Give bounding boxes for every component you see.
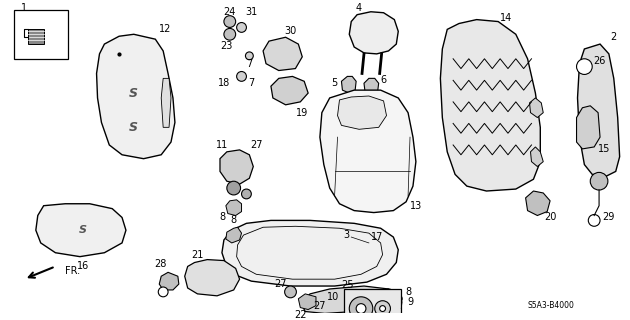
Text: 30: 30 (284, 26, 297, 36)
FancyBboxPatch shape (14, 10, 68, 59)
Polygon shape (301, 286, 393, 314)
Polygon shape (364, 78, 379, 94)
Text: 27: 27 (314, 300, 326, 311)
Text: 28: 28 (154, 260, 166, 269)
Text: 22: 22 (294, 310, 307, 320)
Text: 4: 4 (356, 3, 362, 13)
Text: 21: 21 (192, 250, 203, 260)
Text: 31: 31 (245, 7, 258, 17)
Text: S: S (79, 225, 87, 235)
Text: 20: 20 (544, 212, 556, 222)
Polygon shape (440, 20, 541, 191)
Text: 19: 19 (296, 108, 309, 118)
Polygon shape (226, 227, 241, 243)
Text: 7: 7 (248, 78, 255, 88)
Polygon shape (159, 272, 179, 290)
Text: 5: 5 (331, 78, 338, 88)
Polygon shape (185, 260, 239, 296)
Circle shape (241, 189, 251, 199)
Text: 23: 23 (220, 41, 233, 51)
Circle shape (349, 297, 373, 320)
Text: 15: 15 (598, 144, 610, 154)
Text: S: S (129, 86, 138, 100)
Circle shape (394, 295, 402, 303)
Polygon shape (530, 98, 543, 117)
Text: 8: 8 (405, 287, 411, 297)
Polygon shape (320, 90, 416, 212)
Text: 2: 2 (610, 32, 617, 42)
Text: 8: 8 (231, 215, 237, 225)
Text: FR.: FR. (66, 266, 81, 276)
Circle shape (227, 181, 241, 195)
Polygon shape (36, 204, 126, 257)
Circle shape (588, 214, 600, 226)
Text: 7: 7 (246, 59, 253, 69)
Text: 8: 8 (219, 212, 225, 222)
Text: 18: 18 (218, 78, 230, 88)
Circle shape (237, 71, 246, 81)
Polygon shape (338, 96, 387, 129)
Circle shape (380, 306, 386, 311)
Circle shape (576, 59, 592, 75)
Circle shape (158, 287, 168, 297)
Text: 11: 11 (216, 140, 228, 150)
Text: S5A3-B4000: S5A3-B4000 (528, 301, 575, 310)
Text: 1: 1 (21, 3, 27, 13)
Circle shape (285, 286, 296, 298)
Text: 12: 12 (159, 24, 171, 34)
Text: 9: 9 (407, 297, 413, 307)
Circle shape (224, 16, 236, 28)
Text: 29: 29 (603, 212, 615, 222)
Polygon shape (341, 76, 356, 93)
Circle shape (246, 52, 253, 60)
Text: 10: 10 (327, 292, 340, 302)
Polygon shape (349, 12, 398, 54)
Polygon shape (220, 150, 253, 184)
Polygon shape (299, 294, 316, 309)
Text: 27: 27 (250, 140, 263, 150)
Circle shape (224, 28, 236, 40)
Text: S: S (129, 121, 138, 134)
Circle shape (237, 22, 246, 32)
Polygon shape (525, 191, 550, 215)
Polygon shape (161, 78, 171, 127)
Polygon shape (226, 200, 241, 215)
Polygon shape (576, 106, 600, 149)
Circle shape (356, 304, 366, 314)
FancyBboxPatch shape (345, 289, 401, 320)
Polygon shape (263, 37, 302, 70)
Text: 26: 26 (593, 56, 605, 66)
Polygon shape (271, 76, 308, 105)
Text: 16: 16 (77, 261, 89, 271)
Text: 3: 3 (343, 230, 349, 240)
Polygon shape (578, 44, 620, 176)
Polygon shape (222, 220, 398, 286)
Text: 13: 13 (410, 201, 422, 211)
Circle shape (382, 289, 395, 303)
Text: 25: 25 (341, 280, 353, 290)
Polygon shape (530, 147, 543, 166)
Circle shape (590, 172, 608, 190)
Circle shape (375, 301, 391, 316)
Text: 17: 17 (370, 232, 383, 242)
Text: 24: 24 (224, 7, 236, 17)
Text: 6: 6 (381, 75, 387, 85)
Text: 27: 27 (275, 279, 287, 289)
Polygon shape (28, 29, 43, 44)
Polygon shape (96, 34, 175, 159)
Text: 14: 14 (500, 12, 512, 23)
